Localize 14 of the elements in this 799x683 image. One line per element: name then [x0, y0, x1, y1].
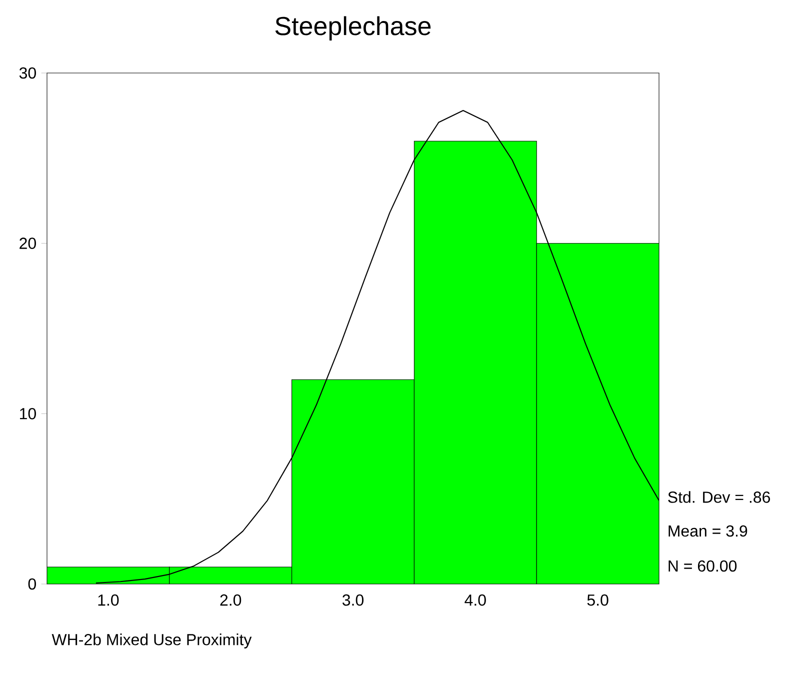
text: Mean = 3.9	[668, 525, 748, 537]
y-tick-label: 10	[20, 408, 36, 420]
x-tick-label: 5.0	[587, 594, 608, 606]
y-tick-label: 0	[28, 578, 36, 590]
x-tick-label: 4.0	[464, 594, 486, 606]
text: N = 60.00	[668, 560, 737, 572]
x-tick-label: 3.0	[342, 594, 364, 606]
chart-title: Steeplechase	[275, 16, 431, 40]
x-tick-label: 1.0	[98, 594, 119, 606]
text: Std. Dev = .86	[668, 491, 770, 503]
y-tick-label: 30	[19, 67, 36, 79]
x-axis-title: WH-2b Mixed Use Proximity	[52, 634, 252, 648]
x-tick-label: 2.0	[220, 594, 242, 606]
y-tick-label: 20	[20, 238, 36, 249]
